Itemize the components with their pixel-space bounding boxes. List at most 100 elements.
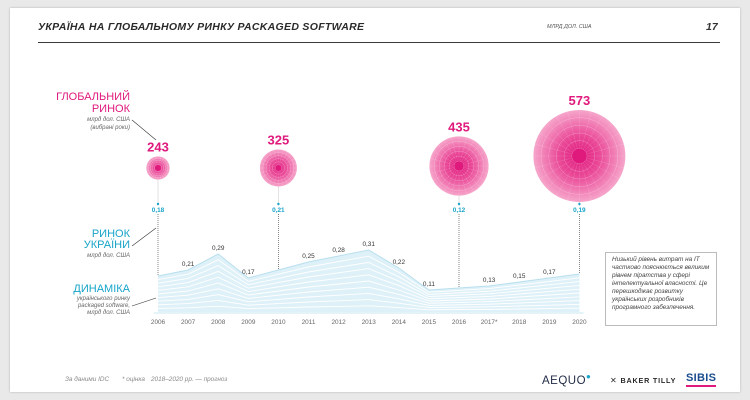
bubble-spoke [265, 167, 279, 182]
dynamics-label: ДИНАМІКА українського ринку packaged sof… [73, 283, 157, 316]
ukraine-value-label: 0,17 [242, 269, 255, 276]
x-tick-label: 2014 [392, 319, 407, 326]
bubble-spoke [579, 155, 592, 201]
global-title-line2: РИНОК [92, 103, 131, 115]
ukraine-area-outline [157, 249, 580, 291]
bubble-spoke [278, 167, 288, 185]
area-hatch-line [157, 299, 580, 309]
bubble-spoke [579, 155, 620, 180]
ukraine-value-label: 0,29 [212, 245, 225, 252]
bubble-spoke [265, 154, 279, 169]
bubble-spoke [262, 158, 279, 169]
ukraine-bubble-value-label: 0,21 [272, 207, 285, 214]
bubble-spoke [444, 140, 460, 167]
bubble-spoke [579, 155, 624, 169]
bubble-spoke [268, 167, 279, 185]
logo-baker-tilly: ✕ BAKER TILLY [610, 376, 676, 385]
bubble-spoke [534, 155, 580, 169]
x-tick-label: 2019 [542, 319, 557, 326]
bubble-spoke [278, 150, 284, 169]
bubble-ring [434, 141, 484, 191]
ukraine-value-label: 0,21 [182, 261, 195, 268]
bubble-spoke [278, 167, 292, 182]
bubble-spoke [579, 155, 603, 196]
bubble-core [454, 161, 464, 171]
area-hatch-line [157, 274, 580, 300]
bubble-spoke [278, 151, 288, 169]
global-bubble-2020: 573 0,19 [533, 93, 626, 274]
x-tick-label: 2016 [452, 319, 467, 326]
bubble-spoke [437, 144, 460, 167]
bubble-ring [149, 159, 167, 177]
ukraine-title-line1: РИНОК [92, 228, 131, 240]
bubble-connector-dot [457, 202, 461, 206]
bubble-spoke [579, 143, 624, 157]
bubble-spoke [451, 137, 460, 167]
dynamics-sub-2: packaged software, [77, 303, 130, 309]
bubble-spoke [458, 165, 485, 181]
x-tick-label: 2015 [422, 319, 437, 326]
bubble-spoke [579, 123, 613, 157]
bubble-spoke [579, 132, 620, 157]
bubble-spoke [437, 165, 460, 188]
bubble-spoke [278, 167, 284, 186]
bubble-spoke [539, 132, 580, 157]
bubble-spoke [260, 163, 279, 169]
footer-source: За даними IDC [65, 376, 110, 383]
ukraine-value-label: 0,17 [543, 269, 556, 276]
global-unit: млрд дол. США [87, 117, 130, 123]
bubble-ring [262, 152, 295, 184]
infographic-chart: ГЛОБАЛЬНИЙ РИНОК млрд дол. США (вибрані … [56, 90, 626, 326]
bubble-spoke [534, 143, 580, 157]
bubble-ring [439, 146, 479, 186]
x-tick-label: 2018 [512, 319, 527, 326]
bubble-spoke [451, 165, 460, 195]
bubble-ring [153, 163, 163, 173]
logo-sibis: SIBIS [686, 372, 716, 387]
global-note: (вибрані роки) [90, 125, 130, 131]
side-note: Низький рівень витрат на ІТ частково поя… [605, 252, 717, 326]
global-market-label: ГЛОБАЛЬНИЙ РИНОК млрд дол. США (вибрані … [56, 90, 157, 141]
bubble-spoke [458, 144, 481, 167]
global-bubbles: 243 0,18 325 0,21 435 0,12 573 0,19 [146, 93, 626, 288]
footer-forecast: 2018–2020 рр. — прогноз [151, 376, 228, 383]
bubble-spoke [458, 137, 467, 167]
bubble-spoke [539, 155, 580, 180]
x-tick-label: 2017* [481, 319, 498, 326]
ukraine-bubble-value-label: 0,19 [573, 207, 586, 214]
ukraine-value-label: 0,22 [393, 259, 406, 266]
ukraine-value-label: 0,28 [332, 247, 345, 254]
ukraine-value-label: 0,31 [362, 241, 375, 248]
ukraine-bubble-value-label: 0,12 [453, 207, 466, 214]
x-tick-label: 2012 [331, 319, 346, 326]
header-unit: МЛРД ДОЛ. США [547, 24, 592, 30]
slide: УКРАЇНА НА ГЛОБАЛЬНОМУ РИНКУ PACKAGED SO… [10, 8, 740, 392]
x-tick-label: 2020 [572, 319, 587, 326]
global-bubble-2016: 435 0,12 [429, 119, 489, 288]
x-tick-label: 2007 [181, 319, 196, 326]
bubble-spoke [458, 165, 488, 174]
logo-aequo-text: AEQUO [542, 374, 587, 387]
global-value-label: 325 [268, 132, 290, 147]
bubble-spoke [278, 163, 297, 169]
logo-aequo: AEQUO● [542, 372, 591, 387]
bubble-core [155, 165, 161, 171]
area-hatch-line [157, 292, 580, 306]
bubble-spoke [458, 140, 474, 167]
x-tick-label: 2008 [211, 319, 226, 326]
x-axis: 2006 2007 2008 2009 2010 2011 2012 2013 2014 2015… [151, 312, 587, 326]
logo-sibis-text: SIBIS [686, 372, 717, 384]
bubble-ring [148, 158, 168, 178]
bubble-connector-dot [578, 202, 581, 206]
area-hatch-line [157, 268, 580, 298]
bubble-spoke [278, 158, 295, 169]
dynamics-area: 0,21 0,29 0,17 0,25 0,28 0,31 0,22 0,11 0,13 0,15… [157, 241, 580, 312]
global-value-label: 573 [569, 93, 591, 108]
logo-aequo-dot-icon: ● [586, 372, 592, 381]
page-number: 17 [706, 21, 718, 33]
bubble-spoke [458, 151, 485, 167]
bubble-spoke [458, 165, 474, 192]
bubble-spoke [579, 116, 603, 157]
x-tick-label: 2013 [362, 319, 377, 326]
ukraine-title-line2: УКРАЇНИ [84, 239, 130, 251]
